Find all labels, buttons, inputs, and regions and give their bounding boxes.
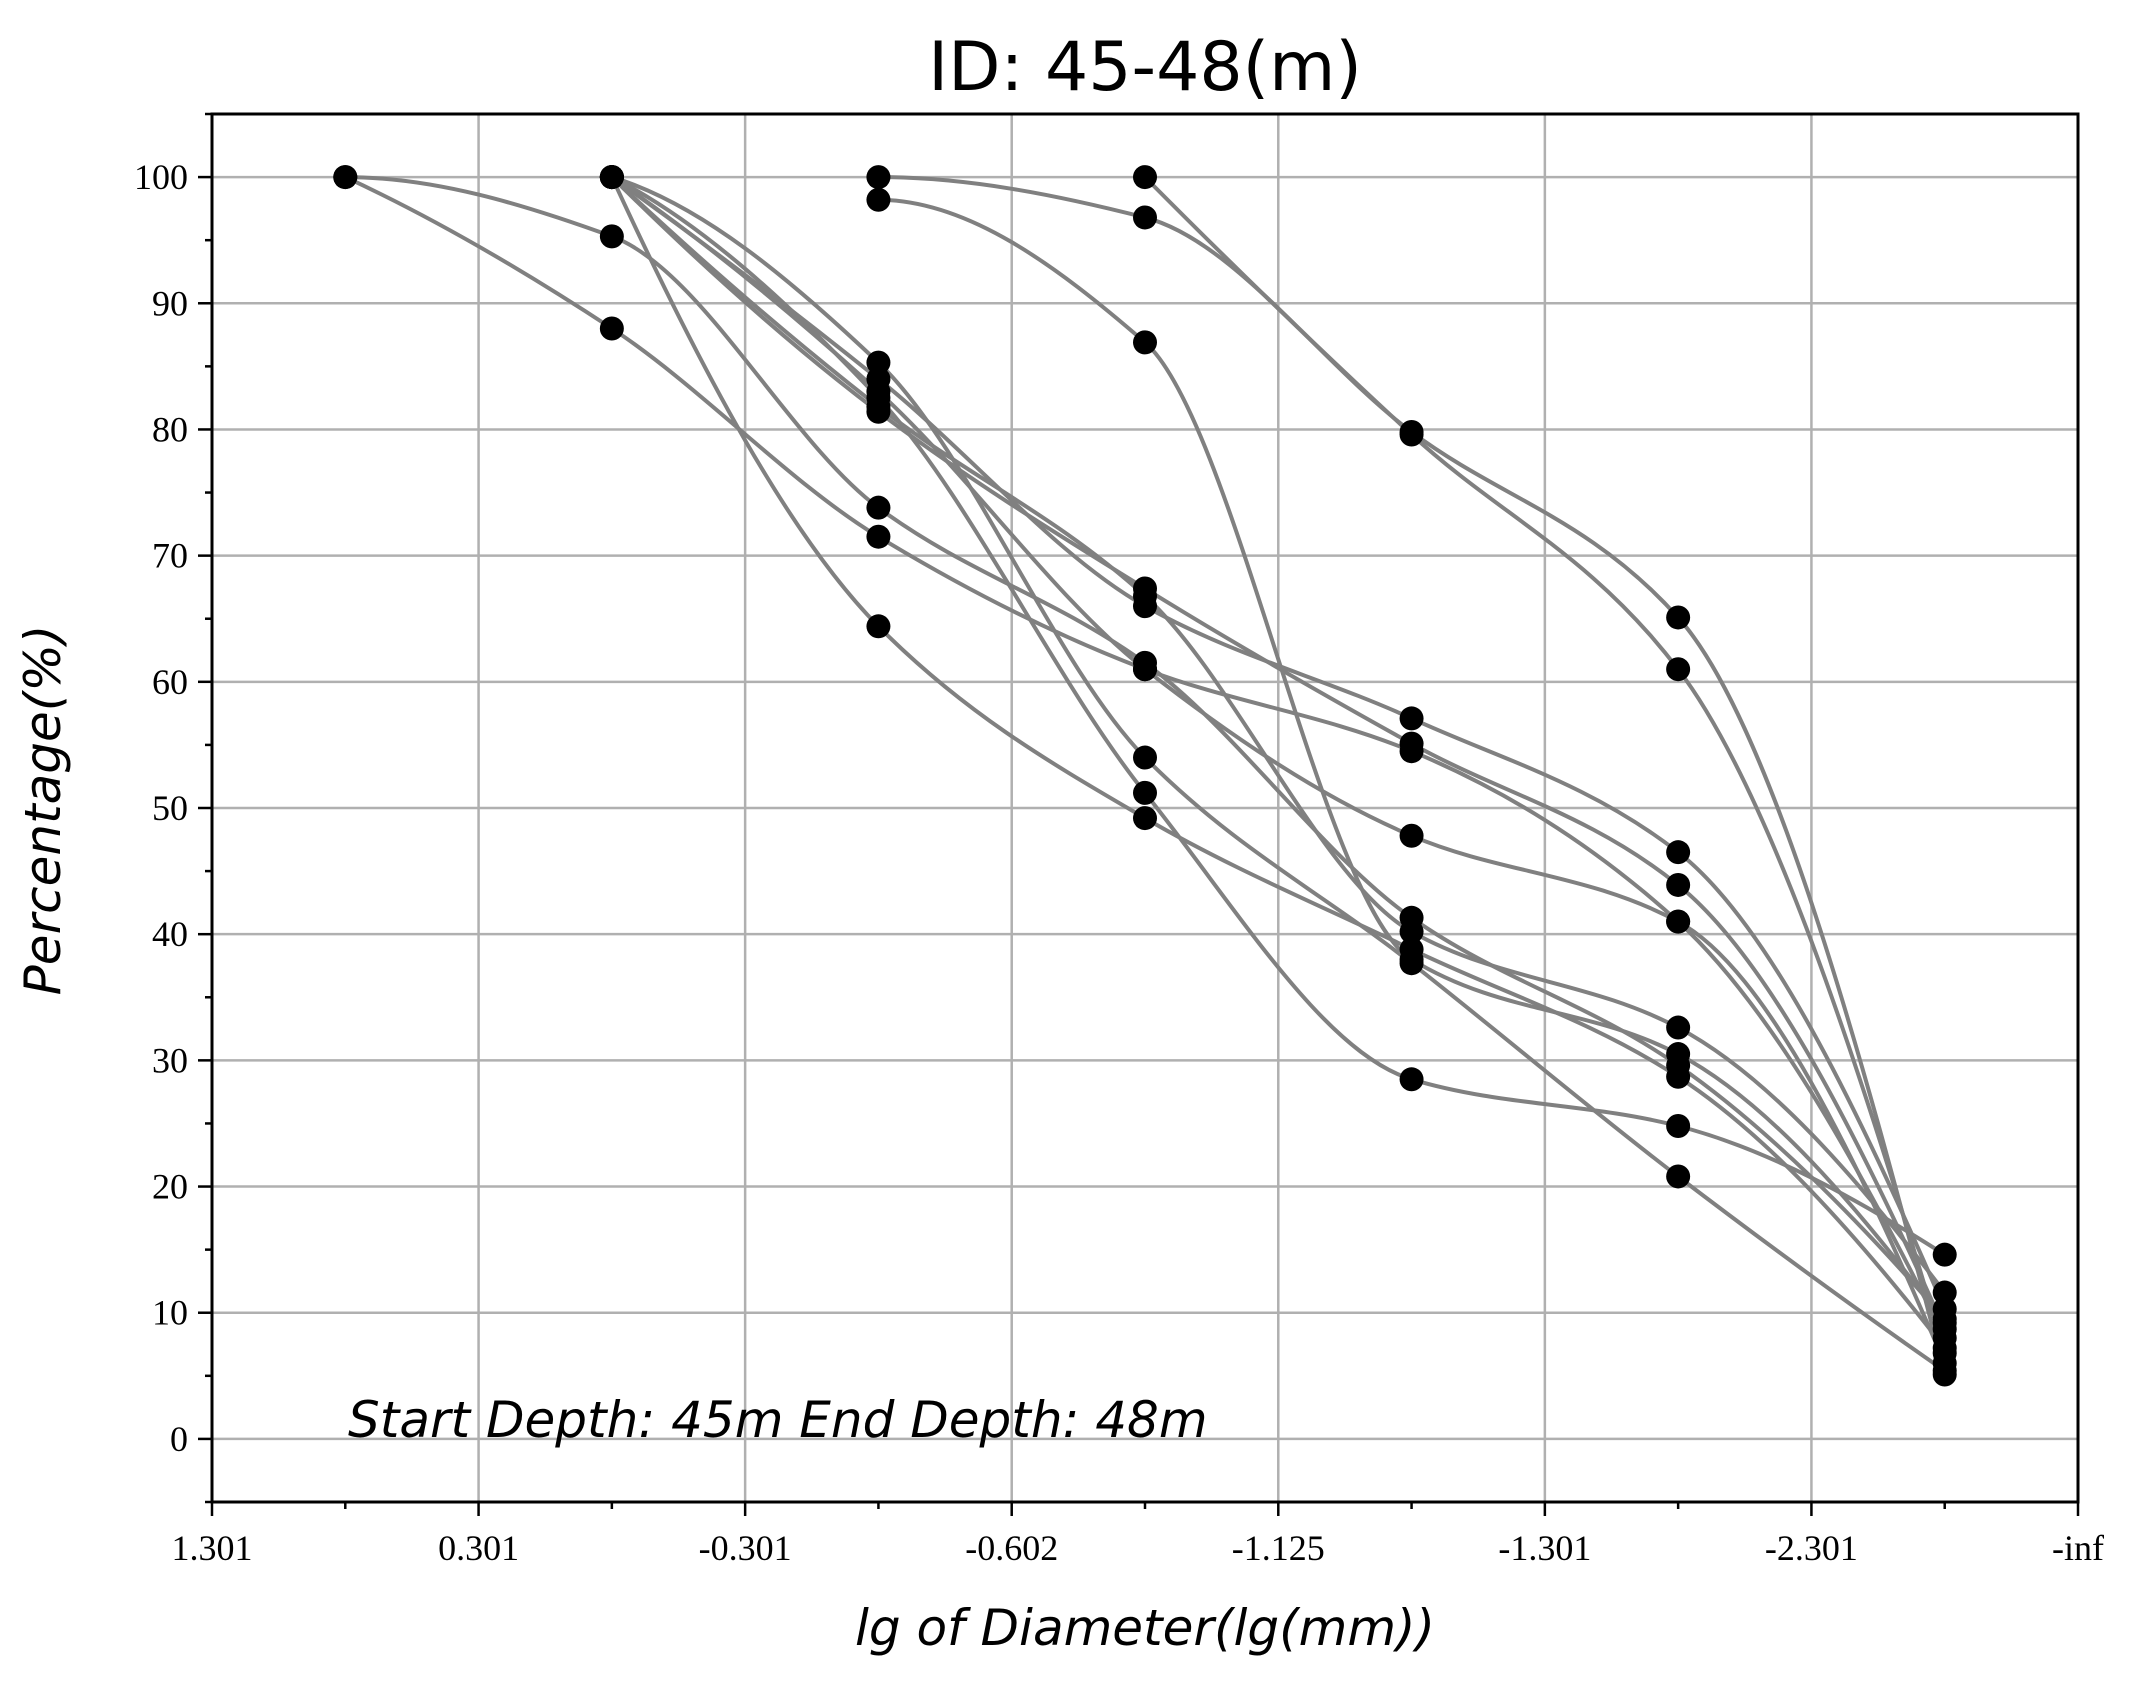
data-point bbox=[599, 165, 624, 190]
series-points bbox=[333, 165, 1957, 1387]
y-tick-label: 20 bbox=[152, 1167, 188, 1207]
data-point bbox=[866, 350, 891, 375]
y-tick-label: 60 bbox=[152, 662, 188, 702]
data-point bbox=[1666, 872, 1691, 897]
series-line-8 bbox=[610, 175, 1947, 1364]
x-tick-label: -1.301 bbox=[1498, 1528, 1591, 1568]
x-tick-label: 1.301 bbox=[172, 1528, 253, 1568]
y-tick-label: 10 bbox=[152, 1293, 188, 1333]
x-tick-label: -0.602 bbox=[965, 1528, 1058, 1568]
data-point bbox=[1133, 330, 1157, 355]
series-line-9 bbox=[610, 175, 1947, 1294]
y-tick-labels: 0 10 20 30 40 50 60 70 80 90 100 bbox=[134, 157, 188, 1459]
data-point bbox=[1399, 422, 1424, 447]
y-axis-label: Percentage(%) bbox=[14, 625, 72, 996]
data-point bbox=[599, 316, 624, 341]
data-point bbox=[1666, 909, 1691, 934]
data-point bbox=[866, 187, 891, 212]
data-point bbox=[1666, 1015, 1691, 1040]
data-point bbox=[1133, 165, 1157, 190]
data-point bbox=[866, 394, 891, 419]
data-point bbox=[1666, 1164, 1691, 1189]
data-point bbox=[1133, 205, 1157, 230]
x-tick-label: -1.125 bbox=[1232, 1528, 1325, 1568]
data-point bbox=[1666, 657, 1691, 682]
data-point bbox=[1932, 1341, 1957, 1366]
data-point bbox=[1399, 823, 1424, 848]
data-point bbox=[333, 165, 358, 190]
data-point bbox=[866, 524, 891, 549]
y-tick-label: 40 bbox=[152, 914, 188, 954]
chart-title: ID: 45-48(m) bbox=[928, 28, 1362, 107]
x-axis-label: lg of Diameter(lg(mm)) bbox=[855, 1599, 1435, 1657]
series-curves bbox=[344, 175, 1947, 1376]
data-point bbox=[1399, 706, 1424, 731]
data-point bbox=[1133, 584, 1157, 609]
data-point bbox=[1133, 780, 1157, 805]
y-tick-label: 30 bbox=[152, 1040, 188, 1080]
series-line-6 bbox=[610, 175, 1947, 1330]
y-tick-label: 80 bbox=[152, 409, 188, 449]
data-point bbox=[866, 165, 891, 190]
data-point bbox=[1399, 919, 1424, 944]
data-point bbox=[1932, 1310, 1957, 1335]
data-point bbox=[1666, 605, 1691, 630]
data-point bbox=[1666, 1113, 1691, 1138]
series-line-5 bbox=[610, 175, 1947, 1310]
x-tick-label: -inf bbox=[2052, 1528, 2104, 1568]
data-point bbox=[1399, 731, 1424, 756]
data-point bbox=[866, 614, 891, 639]
data-point bbox=[599, 224, 624, 249]
series-line-11 bbox=[878, 197, 1947, 1324]
y-tick-label: 90 bbox=[152, 283, 188, 323]
series-line-12 bbox=[1143, 175, 1947, 1354]
data-point bbox=[1666, 1042, 1691, 1067]
data-point bbox=[1932, 1280, 1957, 1305]
x-tick-label: -2.301 bbox=[1765, 1528, 1858, 1568]
series-line-7 bbox=[611, 175, 1946, 1373]
y-tick-label: 0 bbox=[170, 1419, 188, 1459]
y-tick-label: 70 bbox=[152, 536, 188, 576]
x-tick-label: -0.301 bbox=[699, 1528, 792, 1568]
axis-ticks bbox=[198, 112, 2080, 1516]
x-tick-label: 0.301 bbox=[438, 1528, 519, 1568]
data-point bbox=[1399, 947, 1424, 972]
data-point bbox=[1932, 1242, 1957, 1267]
data-point bbox=[1133, 657, 1157, 682]
x-tick-labels: 1.301 0.301 -0.301 -0.602 -1.125 -1.301 -2.301… bbox=[172, 1528, 2104, 1568]
y-tick-label: 50 bbox=[152, 788, 188, 828]
data-point bbox=[1932, 1362, 1957, 1387]
series-line-3 bbox=[610, 176, 1947, 1350]
data-point bbox=[1666, 840, 1691, 865]
data-point bbox=[1666, 1064, 1691, 1089]
chart-annotation: Start Depth: 45m End Depth: 48m bbox=[348, 1391, 1208, 1449]
data-point bbox=[1133, 806, 1157, 831]
data-point bbox=[1399, 1067, 1424, 1092]
data-point bbox=[1133, 745, 1157, 770]
data-point bbox=[866, 495, 891, 520]
y-tick-label: 100 bbox=[134, 157, 188, 197]
series-line-10 bbox=[878, 175, 1947, 1376]
